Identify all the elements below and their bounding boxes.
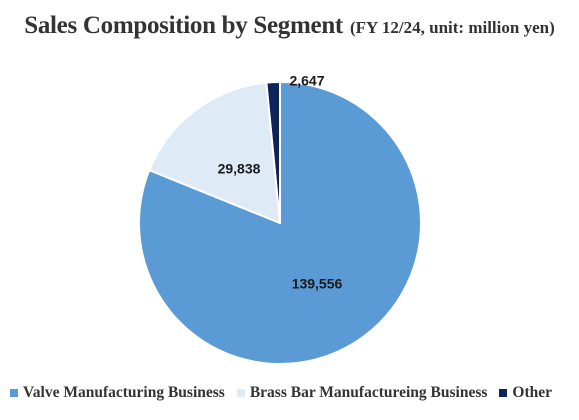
legend-swatch-other [499, 389, 508, 397]
legend-swatch-valve [10, 389, 18, 397]
legend-label-valve: Valve Manufacturing Business [23, 384, 225, 401]
legend-swatch-brass-bar [236, 389, 245, 397]
data-label-valve: 139,556 [292, 276, 343, 292]
chart-legend: Valve Manufacturing Business Brass Bar M… [10, 384, 573, 402]
data-label-brass-bar: 29,838 [218, 161, 261, 177]
pie-slices [138, 81, 422, 365]
legend-label-other: Other [512, 384, 552, 401]
chart-title-main: Sales Composition by Segment [24, 12, 343, 39]
legend-item-valve: Valve Manufacturing Business [10, 384, 225, 402]
chart-subtitle: (FY 12/24, unit: million yen) [349, 18, 555, 37]
data-label-other: 2,647 [289, 73, 324, 89]
legend-item-other: Other [499, 384, 552, 402]
legend-item-brass-bar: Brass Bar Manufactureing Business [236, 384, 488, 402]
chart-title: Sales Composition by Segment (FY 12/24, … [0, 12, 579, 40]
legend-label-brass-bar: Brass Bar Manufactureing Business [249, 384, 488, 401]
pie-data-labels: 139,556 29,838 2,647 [218, 73, 343, 292]
pie-slice-other [265, 81, 281, 224]
pie-slice-brass-bar [148, 81, 281, 224]
